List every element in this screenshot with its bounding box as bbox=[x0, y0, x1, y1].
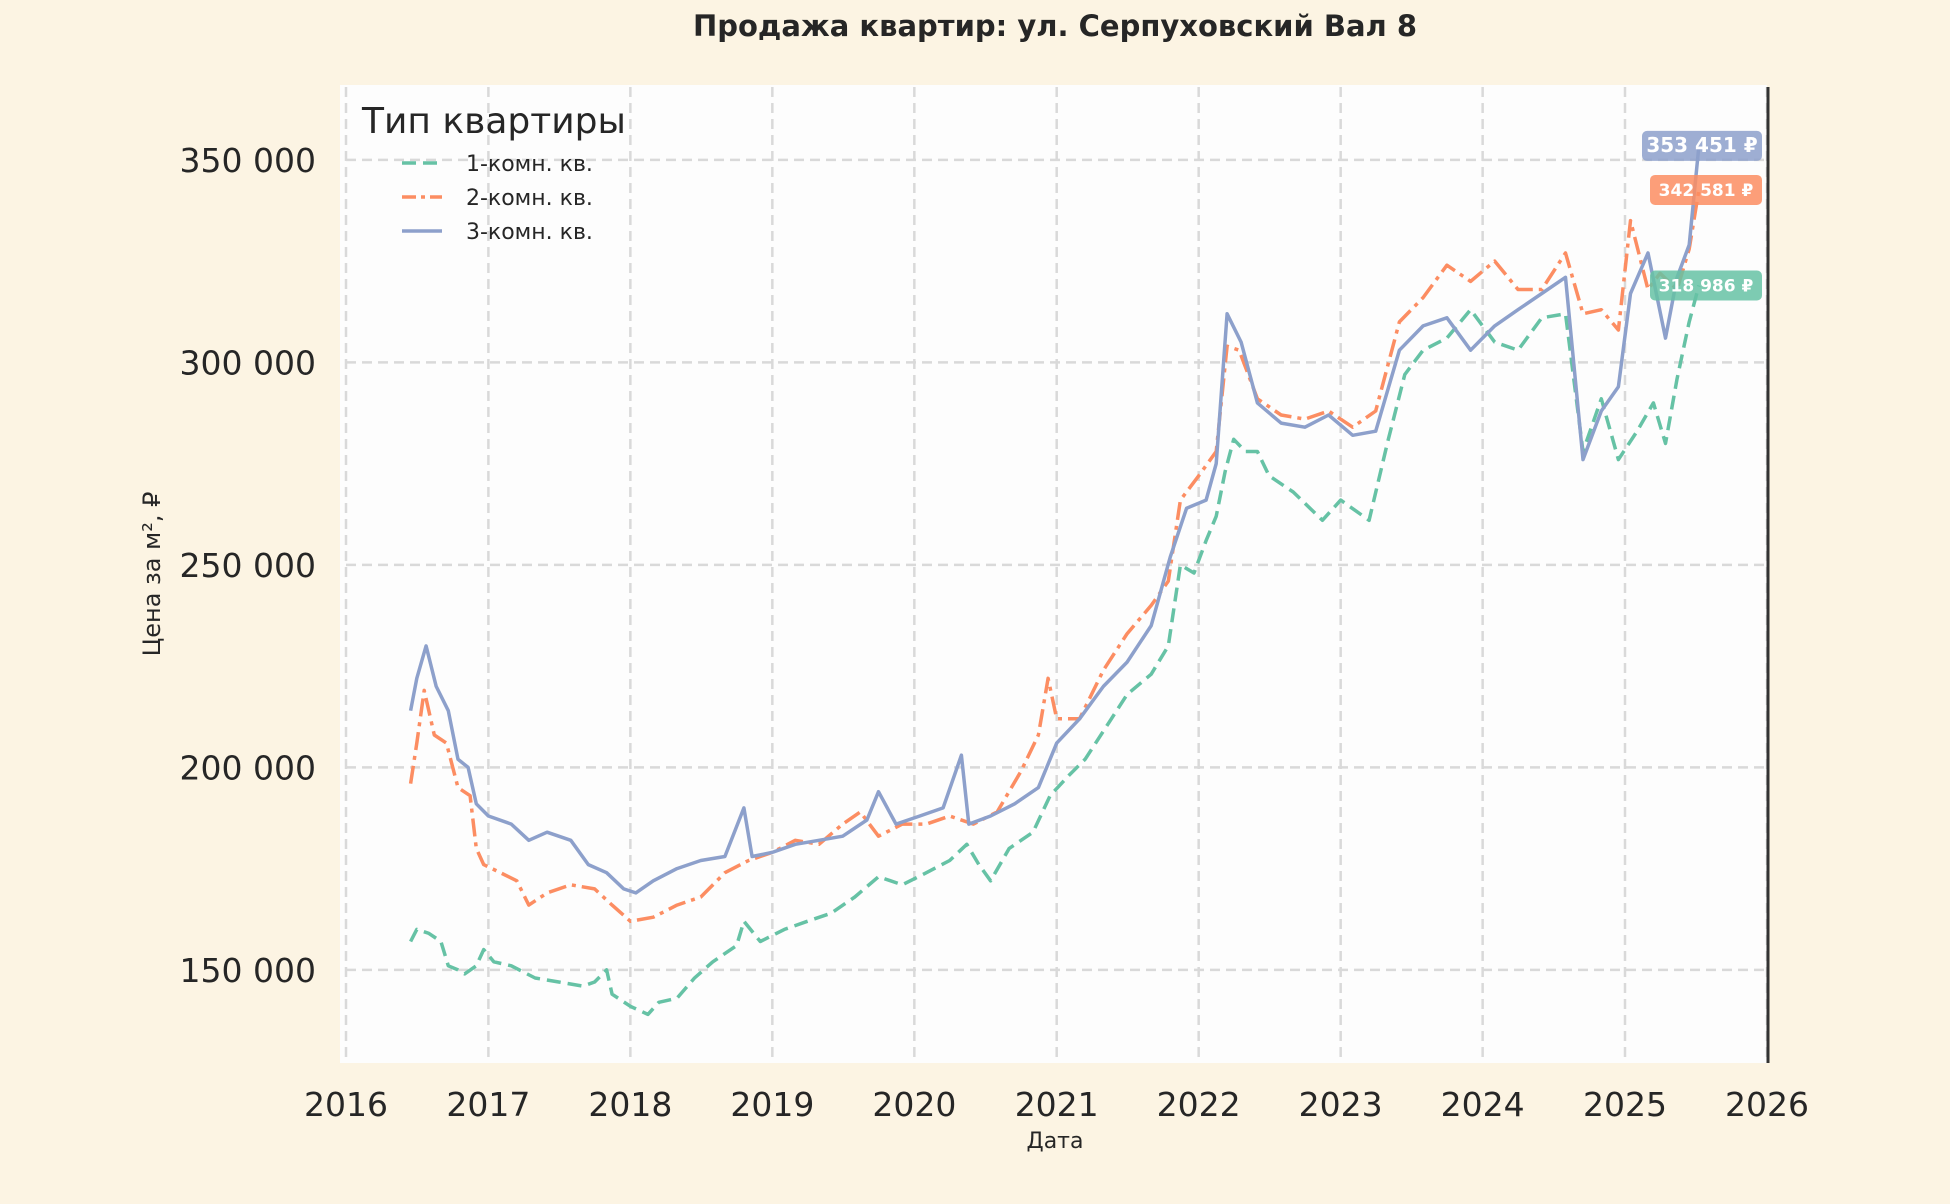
x-tick-label: 2016 bbox=[304, 1085, 388, 1124]
x-tick-label: 2025 bbox=[1583, 1085, 1667, 1124]
last-value-label-1: 318 986 ₽ bbox=[1659, 276, 1754, 296]
y-axis-label: Цена за м², ₽ bbox=[138, 492, 166, 657]
y-tick-label: 350 000 bbox=[180, 141, 316, 180]
legend-label-1: 1-комн. кв. bbox=[466, 152, 593, 177]
x-tick-label: 2024 bbox=[1441, 1085, 1525, 1124]
legend-label-3: 3-комн. кв. bbox=[466, 220, 593, 245]
x-tick-label: 2020 bbox=[872, 1085, 956, 1124]
chart-title: Продажа квартир: ул. Серпуховский Вал 8 bbox=[693, 9, 1417, 43]
x-tick-label: 2026 bbox=[1725, 1085, 1809, 1124]
x-axis-label: Дата bbox=[1027, 1129, 1084, 1154]
x-tick-label: 2021 bbox=[1015, 1085, 1099, 1124]
last-value-label-2: 342 581 ₽ bbox=[1659, 181, 1754, 201]
x-tick-label: 2019 bbox=[730, 1085, 814, 1124]
legend-title: Тип квартиры bbox=[361, 101, 626, 142]
last-value-label-3: 353 451 ₽ bbox=[1646, 133, 1757, 157]
y-tick-label: 200 000 bbox=[180, 748, 316, 787]
y-tick-label: 300 000 bbox=[180, 343, 316, 382]
y-tick-label: 250 000 bbox=[180, 546, 316, 585]
x-tick-label: 2022 bbox=[1157, 1085, 1241, 1124]
legend-label-2: 2-комн. кв. bbox=[466, 186, 593, 211]
x-tick-label: 2017 bbox=[446, 1085, 530, 1124]
x-tick-label: 2018 bbox=[588, 1085, 672, 1124]
y-tick-label: 150 000 bbox=[180, 951, 316, 990]
x-tick-label: 2023 bbox=[1299, 1085, 1383, 1124]
